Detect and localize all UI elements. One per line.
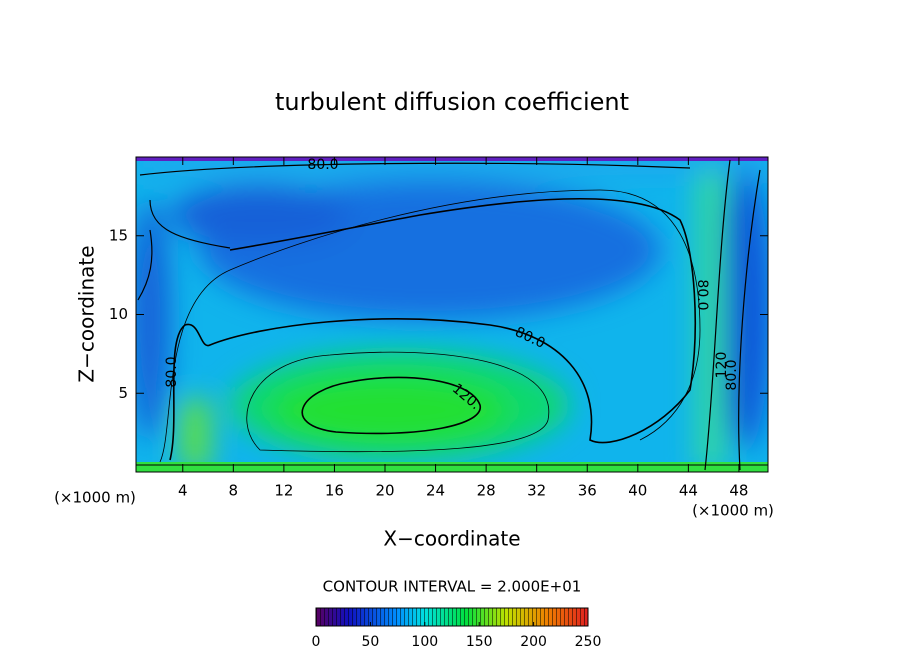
contour-label: 120 xyxy=(714,352,730,379)
contour-label: 80.0 xyxy=(307,157,338,173)
x-tick-label: 12 xyxy=(274,482,293,500)
y-tick-label: 15 xyxy=(109,226,128,244)
x-tick-label: 36 xyxy=(578,482,597,500)
x-unit-label: (×1000 m) xyxy=(54,489,136,507)
colorbar-stripes xyxy=(316,608,588,626)
x-unit-label: (×1000 m) xyxy=(692,502,774,520)
contour-label: 80.0 xyxy=(164,356,180,387)
x-tick-label: 44 xyxy=(679,482,698,500)
y-axis-label: Z−coordinate xyxy=(75,245,99,382)
colorbar-tick-label: 100 xyxy=(411,634,438,650)
colorbar-tick-label: 200 xyxy=(520,634,547,650)
x-tick-label: 16 xyxy=(325,482,344,500)
y-tick-label: 5 xyxy=(118,384,128,402)
contour-interval: CONTOUR INTERVAL = 2.000E+01 xyxy=(323,578,582,596)
chart-title: turbulent diffusion coefficient xyxy=(275,88,629,116)
x-axis-label: X−coordinate xyxy=(383,527,520,551)
contour-label: 80.0 xyxy=(694,279,710,310)
x-tick-label: 48 xyxy=(729,482,748,500)
colorbar-tick-label: 250 xyxy=(575,634,602,650)
colorbar-tick-label: 150 xyxy=(466,634,493,650)
y-tick-label: 10 xyxy=(109,305,128,323)
x-tick-label: 32 xyxy=(527,482,546,500)
contour-field xyxy=(136,157,768,472)
contour-label: 80.0 xyxy=(724,359,740,390)
x-tick-label: 8 xyxy=(229,482,239,500)
x-tick-label: 28 xyxy=(477,482,496,500)
x-tick-label: 40 xyxy=(628,482,647,500)
colorbar-tick-label: 0 xyxy=(312,634,321,650)
x-tick-label: 20 xyxy=(375,482,394,500)
x-tick-label: 24 xyxy=(426,482,445,500)
x-tick-label: 4 xyxy=(178,482,188,500)
colorbar-tick-label: 50 xyxy=(361,634,379,650)
